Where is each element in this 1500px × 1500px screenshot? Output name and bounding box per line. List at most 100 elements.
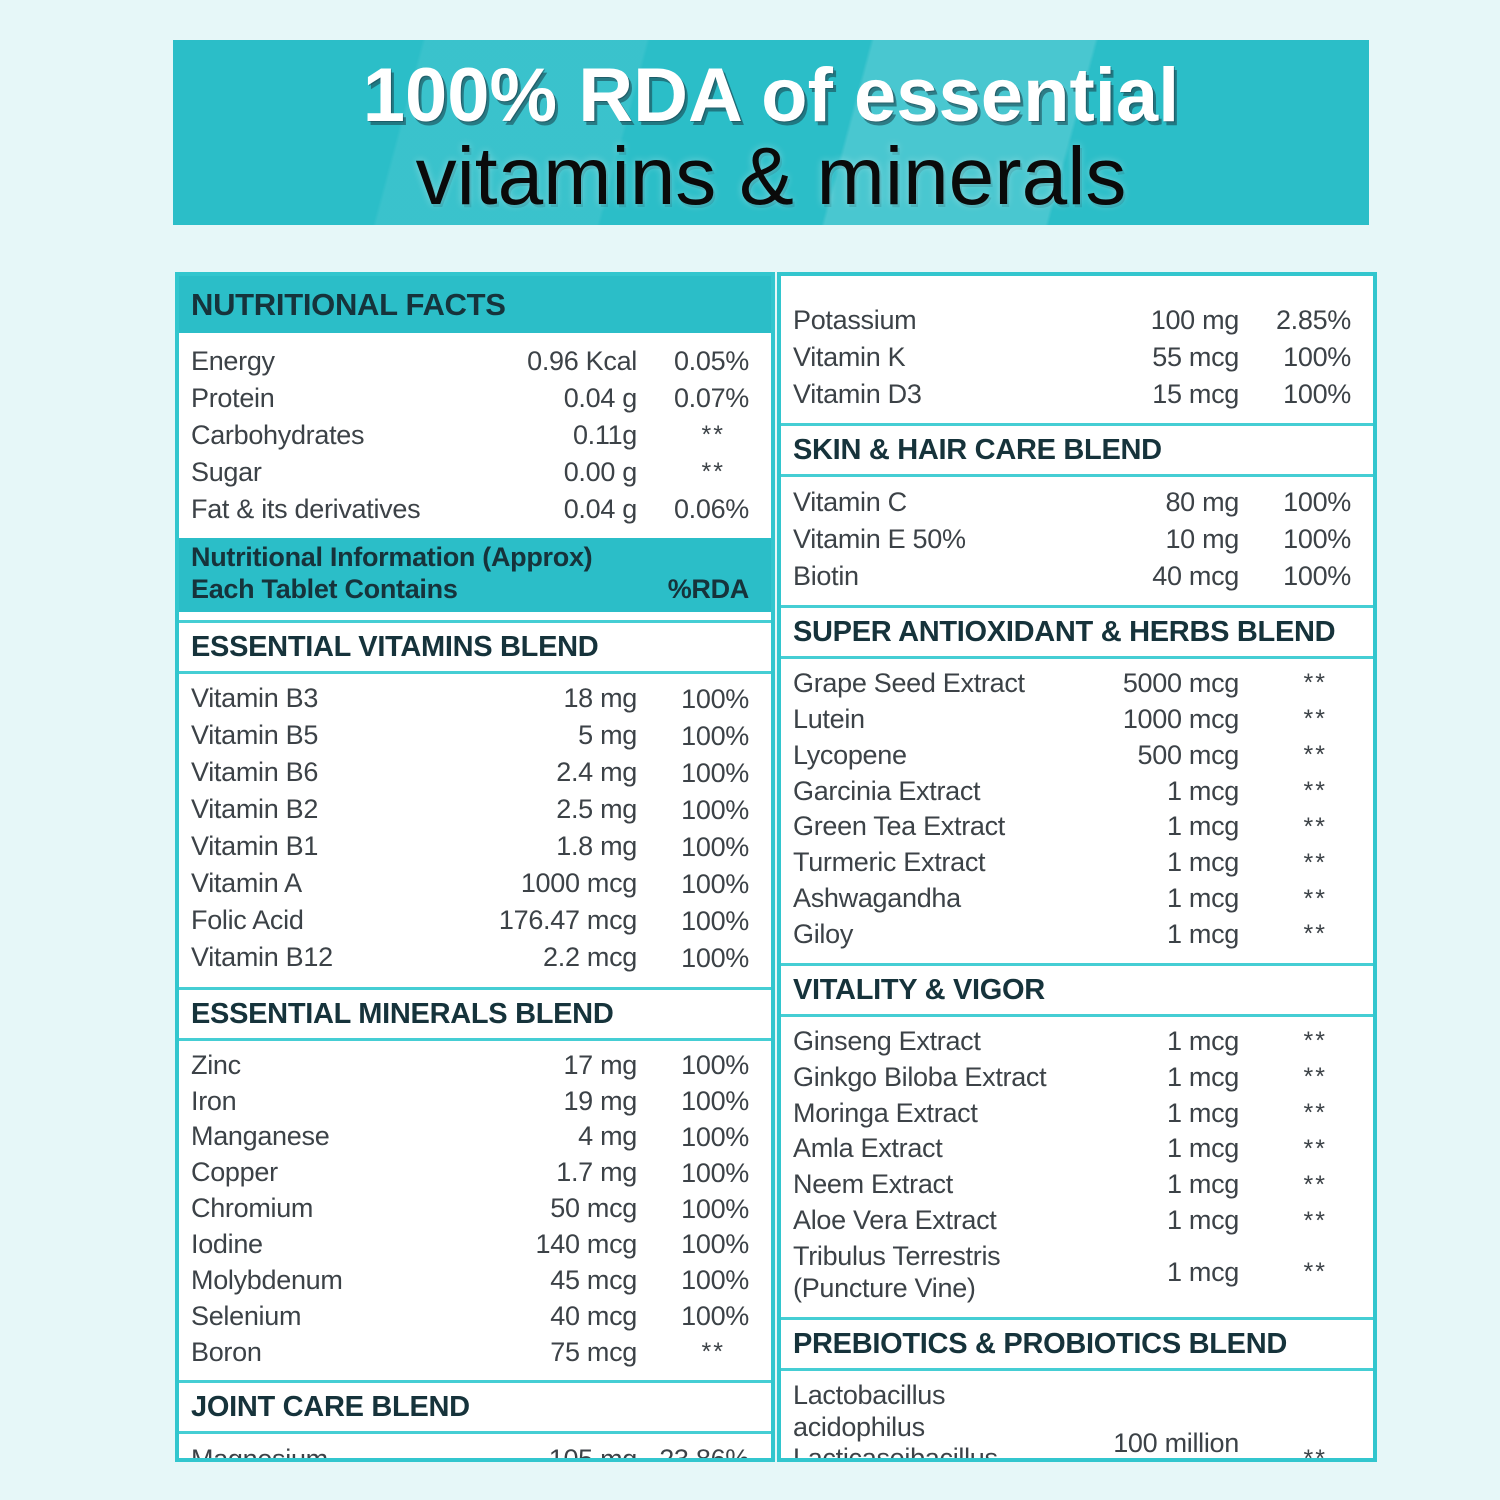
nutrient-rda: ** [1303, 812, 1327, 841]
nutrient-label: Boron [191, 1336, 262, 1367]
nutrient-amount: 100 million Spores [1113, 1427, 1239, 1458]
nutrient-rda: ** [701, 421, 725, 449]
table-row: Green Tea Extract 1 mcg ** [781, 809, 1373, 845]
nutrient-amount: 0.11g [572, 419, 637, 450]
nutrient-amount: 105 mg [548, 1444, 638, 1462]
nutrient-label: Vitamin B5 [191, 720, 319, 751]
table-row: Vitamin B12 2.2 mcg 100% [179, 940, 771, 977]
nutrient-label: Carbohydrates [191, 419, 365, 450]
nutrient-amount: 10 mg [1165, 523, 1239, 554]
nutrient-label: Copper [191, 1157, 278, 1188]
nutrient-rda: 100% [681, 1229, 749, 1260]
continued-minerals-rows: Potassium 100 mg 2.85% Vitamin K 55 mcg … [781, 276, 1373, 419]
title-banner: 100% RDA of essential vitamins & mineral… [173, 40, 1369, 225]
nutrient-label: Tribulus Terrestris (Puncture Vine) [793, 1241, 1001, 1303]
nutrient-label: Vitamin B3 [191, 683, 319, 714]
nutritional-facts-header: NUTRITIONAL FACTS [179, 276, 771, 336]
nutrient-rda: 100% [681, 1193, 749, 1224]
table-row: Vitamin C 80 mg 100% [781, 484, 1373, 521]
nutrient-amount: 1 mcg [1166, 1256, 1239, 1287]
table-row: Lutein 1000 mcg ** [781, 702, 1373, 738]
nutrient-amount: 5 mg [578, 720, 637, 751]
table-row: Sugar 0.00 g ** [179, 454, 771, 491]
nutrient-rda: 100% [681, 1121, 749, 1152]
nutrient-amount: 50 mcg [550, 1193, 637, 1224]
section-header-prebiotics-probiotics: PREBIOTICS & PROBIOTICS BLEND [781, 1316, 1373, 1371]
nutrient-rda: 100% [681, 794, 749, 825]
nutrient-label: Molybdenum [191, 1264, 343, 1295]
rda-column-label: %RDA [667, 573, 750, 604]
section-header-essential-vitamins: ESSENTIAL VITAMINS BLEND [179, 619, 771, 674]
table-row: Neem Extract 1 mcg ** [781, 1167, 1373, 1203]
nutrient-rda: 100% [681, 1050, 749, 1081]
nutrient-label: Vitamin C [793, 486, 907, 517]
nutrient-rda: ** [1303, 705, 1327, 734]
table-row: Vitamin B1 1.8 mg 100% [179, 829, 771, 866]
nutrient-label: Green Tea Extract [793, 811, 1006, 842]
nutrient-rda: 100% [681, 1301, 749, 1332]
nutrient-amount: 1 mcg [1166, 1061, 1239, 1092]
nutrient-amount: 18 mg [563, 683, 637, 714]
table-row: Vitamin K 55 mcg 100% [781, 339, 1373, 376]
right-panel: Potassium 100 mg 2.85% Vitamin K 55 mcg … [777, 272, 1377, 1462]
table-row: Carbohydrates 0.11g ** [179, 417, 771, 454]
nutrient-label: Lactobacillus acidophilus Lacticaseibaci… [793, 1379, 998, 1462]
table-row: Magnesium 105 mg 23.86% [179, 1441, 771, 1462]
nutrient-rda: 0.06% [673, 494, 749, 524]
nutritional-information-header: Nutritional Information (Approx) Each Ta… [179, 534, 771, 616]
table-row: Zinc 17 mg 100% [179, 1048, 771, 1084]
nutrient-amount: 40 mcg [1152, 560, 1239, 591]
nutrient-amount: 5000 mcg [1122, 668, 1239, 698]
nutrient-rda: 100% [1283, 487, 1351, 517]
super-antioxidant-rows: Grape Seed Extract 5000 mcg ** Lutein 10… [781, 659, 1373, 959]
nutrient-amount: 1 mcg [1166, 1025, 1239, 1056]
nutrient-amount: 4 mg [578, 1121, 637, 1152]
nutrient-amount: 1 mcg [1166, 1205, 1239, 1236]
nutrient-rda: ** [1303, 848, 1327, 877]
nutrient-amount: 1.8 mg [556, 831, 637, 862]
nutrient-rda: 100% [681, 757, 749, 788]
nutrient-amount: 140 mcg [535, 1229, 638, 1260]
nutrient-label: Zinc [191, 1049, 241, 1080]
section-header-essential-minerals: ESSENTIAL MINERALS BLEND [179, 986, 771, 1041]
table-row: Selenium 40 mcg 100% [179, 1299, 771, 1335]
table-row: Molybdenum 45 mcg 100% [179, 1263, 771, 1299]
nutrient-amount: 75 mcg [550, 1336, 637, 1367]
nutrient-label: Lycopene [793, 739, 907, 770]
table-row: Energy 0.96 Kcal 0.05% [179, 343, 771, 380]
nutrient-rda: ** [1303, 1134, 1327, 1163]
nutrient-amount: 1 mcg [1166, 883, 1239, 914]
section-header-vitality-vigor: VITALITY & VIGOR [781, 962, 1373, 1017]
nutrient-amount: 1000 mcg [520, 868, 637, 899]
essential-minerals-rows: Zinc 17 mg 100% Iron 19 mg 100% Manganes… [179, 1041, 771, 1377]
nutrient-label: Sugar [191, 456, 262, 487]
vitality-vigor-rows: Ginseng Extract 1 mcg ** Ginkgo Biloba E… [781, 1017, 1373, 1313]
nutrient-amount: 100 mg [1150, 304, 1240, 335]
prebiotics-probiotics-rows: Lactobacillus acidophilus Lacticaseibaci… [781, 1371, 1373, 1462]
nutrient-label: Ashwagandha [793, 883, 961, 914]
nutrient-label: Potassium [793, 304, 917, 335]
nutrient-rda: 0.07% [673, 383, 749, 413]
nutrient-label: Vitamin D3 [793, 378, 922, 409]
table-row: Ginseng Extract 1 mcg ** [781, 1024, 1373, 1060]
table-row: Ashwagandha 1 mcg ** [781, 881, 1373, 917]
nutrient-rda: ** [1303, 1444, 1327, 1462]
nutrient-rda: 100% [681, 1157, 749, 1188]
nutrient-rda: 100% [681, 905, 749, 936]
table-row: Vitamin D3 15 mcg 100% [781, 376, 1373, 413]
nutrient-rda: ** [1303, 777, 1327, 805]
nutrient-label: Turmeric Extract [793, 847, 986, 878]
nutrient-label: Vitamin K [793, 341, 906, 372]
nutrient-label: Fat & its derivatives [191, 493, 421, 524]
nutrient-rda: ** [1303, 1206, 1327, 1235]
table-row: Manganese 4 mg 100% [179, 1119, 771, 1155]
nutrient-amount: 45 mcg [550, 1264, 637, 1295]
banner-subheadline: vitamins & minerals [415, 131, 1127, 222]
nutrient-rda: 100% [1283, 561, 1351, 591]
nutrient-amount: 1 mcg [1166, 1133, 1239, 1164]
nutrient-rda: 100% [681, 683, 749, 714]
nutrient-label: Aloe Vera Extract [793, 1205, 997, 1236]
nutrient-amount: 0.04 g [563, 382, 638, 413]
nutrient-label: Chromium [191, 1193, 314, 1224]
table-row: Copper 1.7 mg 100% [179, 1155, 771, 1191]
